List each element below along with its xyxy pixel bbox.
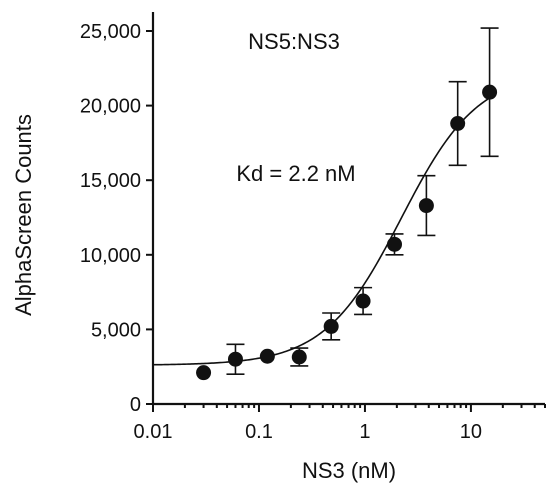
- data-point: [227, 351, 243, 367]
- data-point: [323, 318, 339, 334]
- x-axis-title: NS3 (nM): [302, 458, 396, 483]
- x-tick-label: 10: [460, 421, 482, 443]
- y-tick-label: 5,000: [91, 319, 141, 341]
- x-ticks: 0.01 0.1 1 10: [134, 404, 546, 443]
- y-axis-title: AlphaScreen Counts: [11, 114, 36, 316]
- data-point: [386, 236, 402, 252]
- chart-title: NS5:NS3: [248, 29, 340, 54]
- x-tick-label: 0.01: [134, 421, 173, 443]
- y-tick-label: 15,000: [80, 170, 141, 192]
- data-point: [291, 349, 307, 365]
- x-tick-label: 1: [359, 421, 370, 443]
- data-point: [355, 293, 371, 309]
- data-point: [259, 348, 275, 364]
- fit-curve: [152, 97, 491, 366]
- y-tick-label: 25,000: [80, 21, 141, 43]
- data-point: [418, 198, 434, 214]
- data-point: [482, 84, 498, 100]
- kd-annotation: Kd = 2.2 nM: [236, 161, 355, 186]
- y-tick-label: 10,000: [80, 245, 141, 267]
- x-tick-label: 0.1: [245, 421, 273, 443]
- data-point: [450, 116, 466, 132]
- x-axis: 0.01 0.1 1 10 NS3 (nM): [134, 402, 546, 483]
- y-axis: 0 5,000 10,000 15,000 20,000 25,000 AlphaScre…: [11, 12, 155, 416]
- y-tick-label: 0: [130, 394, 141, 416]
- y-tick-label: 20,000: [80, 96, 141, 118]
- data-point: [196, 365, 212, 381]
- data-points: [196, 27, 499, 381]
- y-ticks: 0 5,000 10,000 15,000 20,000 25,000: [80, 21, 153, 416]
